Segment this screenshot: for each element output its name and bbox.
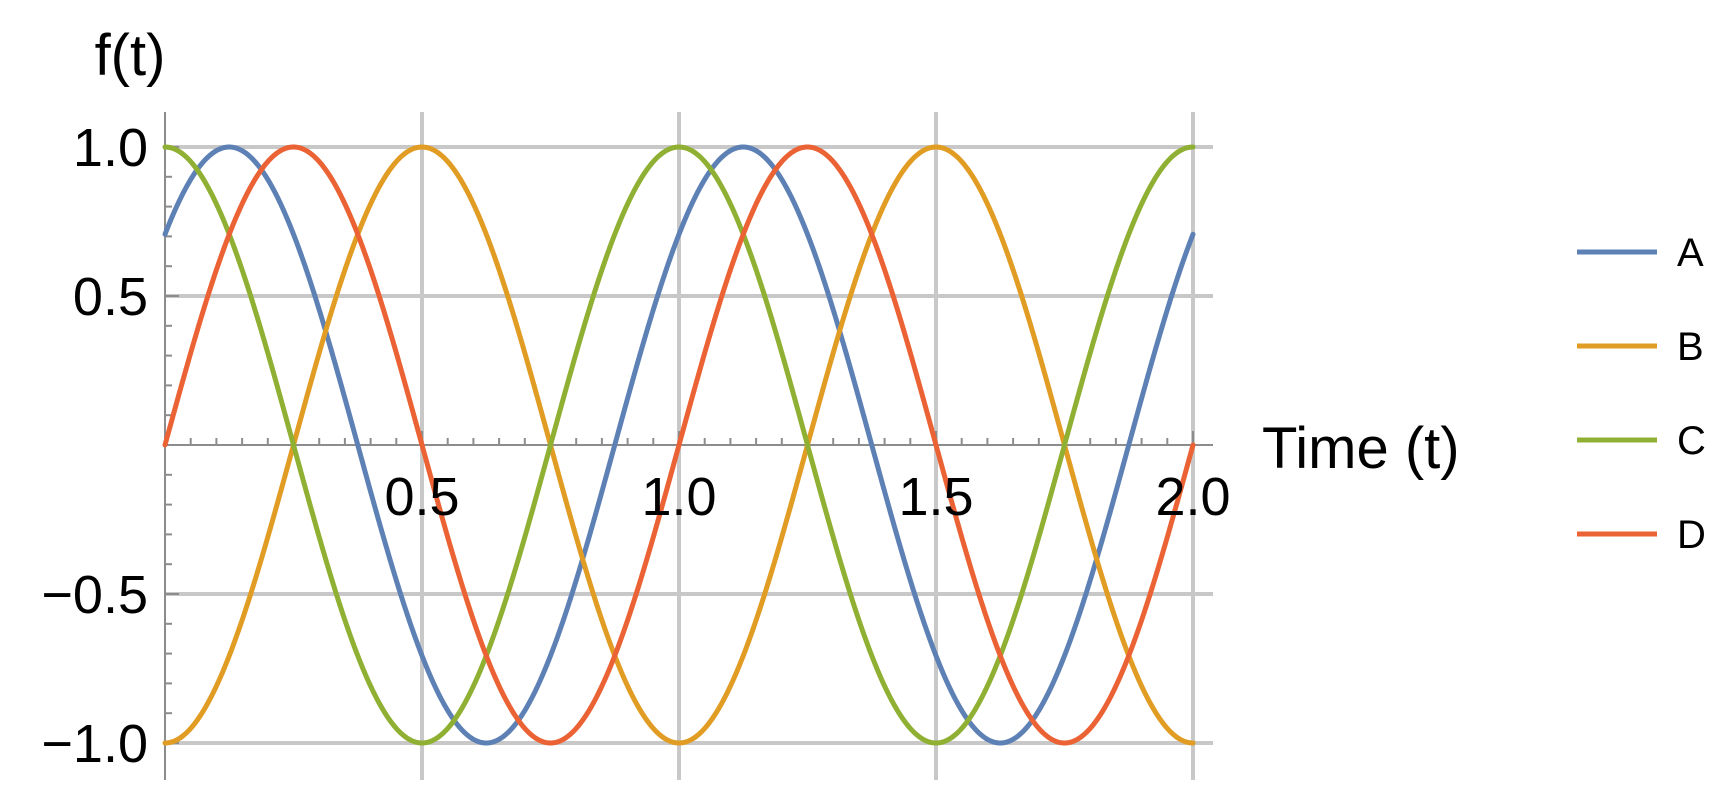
y-tick-label: −1.0: [41, 714, 148, 774]
legend-label: A: [1677, 231, 1704, 275]
tick-labels: 0.5 1.0 1.5 2.0 −1.0 −0.5 0.5 1.0: [41, 118, 1230, 774]
legend-item-c: C: [1577, 419, 1706, 463]
legend-item-d: D: [1577, 513, 1706, 557]
x-tick-label: 2.0: [1155, 467, 1230, 527]
series-line-b: [162, 144, 1196, 746]
legend-item-a: A: [1577, 231, 1704, 275]
x-tick-label: 1.0: [641, 467, 716, 527]
legend: A B C D: [1577, 231, 1706, 557]
y-tick-label: 1.0: [73, 118, 148, 178]
x-axis-label: Time (t): [1262, 416, 1460, 481]
legend-label: C: [1677, 419, 1706, 463]
legend-item-b: B: [1577, 325, 1704, 369]
legend-label: B: [1677, 325, 1704, 369]
series-lines: [162, 144, 1196, 746]
y-axis-label: f(t): [95, 23, 166, 88]
series-line-a: [162, 144, 1196, 746]
series-line-c: [162, 144, 1196, 746]
series-line-d: [162, 144, 1196, 746]
axes: [164, 112, 1213, 780]
x-tick-label: 0.5: [384, 467, 459, 527]
x-tick-label: 1.5: [898, 467, 973, 527]
legend-label: D: [1677, 513, 1706, 557]
y-tick-label: −0.5: [41, 565, 148, 625]
y-tick-label: 0.5: [73, 267, 148, 327]
